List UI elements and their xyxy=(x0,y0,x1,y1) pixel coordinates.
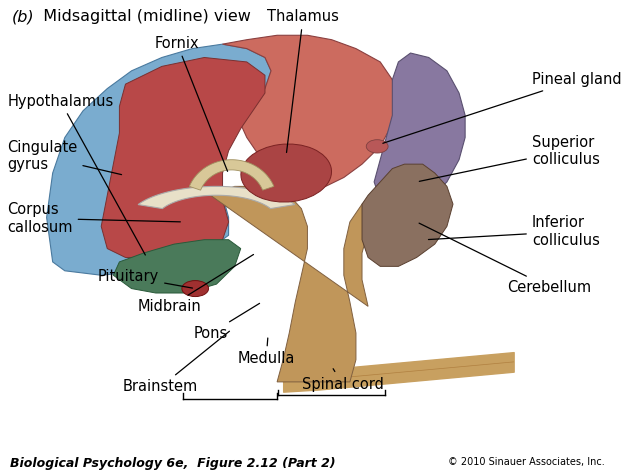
Polygon shape xyxy=(138,186,295,209)
Text: Fornix: Fornix xyxy=(155,36,228,171)
Ellipse shape xyxy=(241,144,332,202)
Text: Medulla: Medulla xyxy=(237,338,295,366)
Text: Brainstem: Brainstem xyxy=(123,331,230,394)
Text: Spinal cord: Spinal cord xyxy=(301,369,383,392)
Polygon shape xyxy=(374,53,465,209)
Text: Cerebellum: Cerebellum xyxy=(419,223,592,295)
Text: Hypothalamus: Hypothalamus xyxy=(7,94,145,255)
Ellipse shape xyxy=(366,140,388,153)
Text: (b): (b) xyxy=(12,9,34,25)
Text: Midbrain: Midbrain xyxy=(137,254,253,315)
Text: Thalamus: Thalamus xyxy=(268,9,339,152)
Polygon shape xyxy=(223,35,399,191)
Polygon shape xyxy=(362,164,453,266)
Polygon shape xyxy=(101,58,265,257)
Polygon shape xyxy=(47,44,271,275)
Text: © 2010 Sinauer Associates, Inc.: © 2010 Sinauer Associates, Inc. xyxy=(448,457,605,467)
Text: Midsagittal (midline) view: Midsagittal (midline) view xyxy=(33,9,251,25)
Text: Biological Psychology 6e,  Figure 2.12 (Part 2): Biological Psychology 6e, Figure 2.12 (P… xyxy=(10,457,336,471)
Text: Pons: Pons xyxy=(193,303,260,341)
Text: Pituitary: Pituitary xyxy=(98,269,193,288)
Polygon shape xyxy=(113,240,241,293)
Text: Cingulate
gyrus: Cingulate gyrus xyxy=(7,140,122,175)
Ellipse shape xyxy=(182,280,209,297)
Text: Superior
colliculus: Superior colliculus xyxy=(419,135,600,181)
Text: Pineal gland: Pineal gland xyxy=(383,72,621,143)
Polygon shape xyxy=(189,160,274,190)
Polygon shape xyxy=(211,186,387,382)
Text: Corpus
callosum: Corpus callosum xyxy=(7,202,180,235)
Text: Inferior
colliculus: Inferior colliculus xyxy=(428,216,600,248)
